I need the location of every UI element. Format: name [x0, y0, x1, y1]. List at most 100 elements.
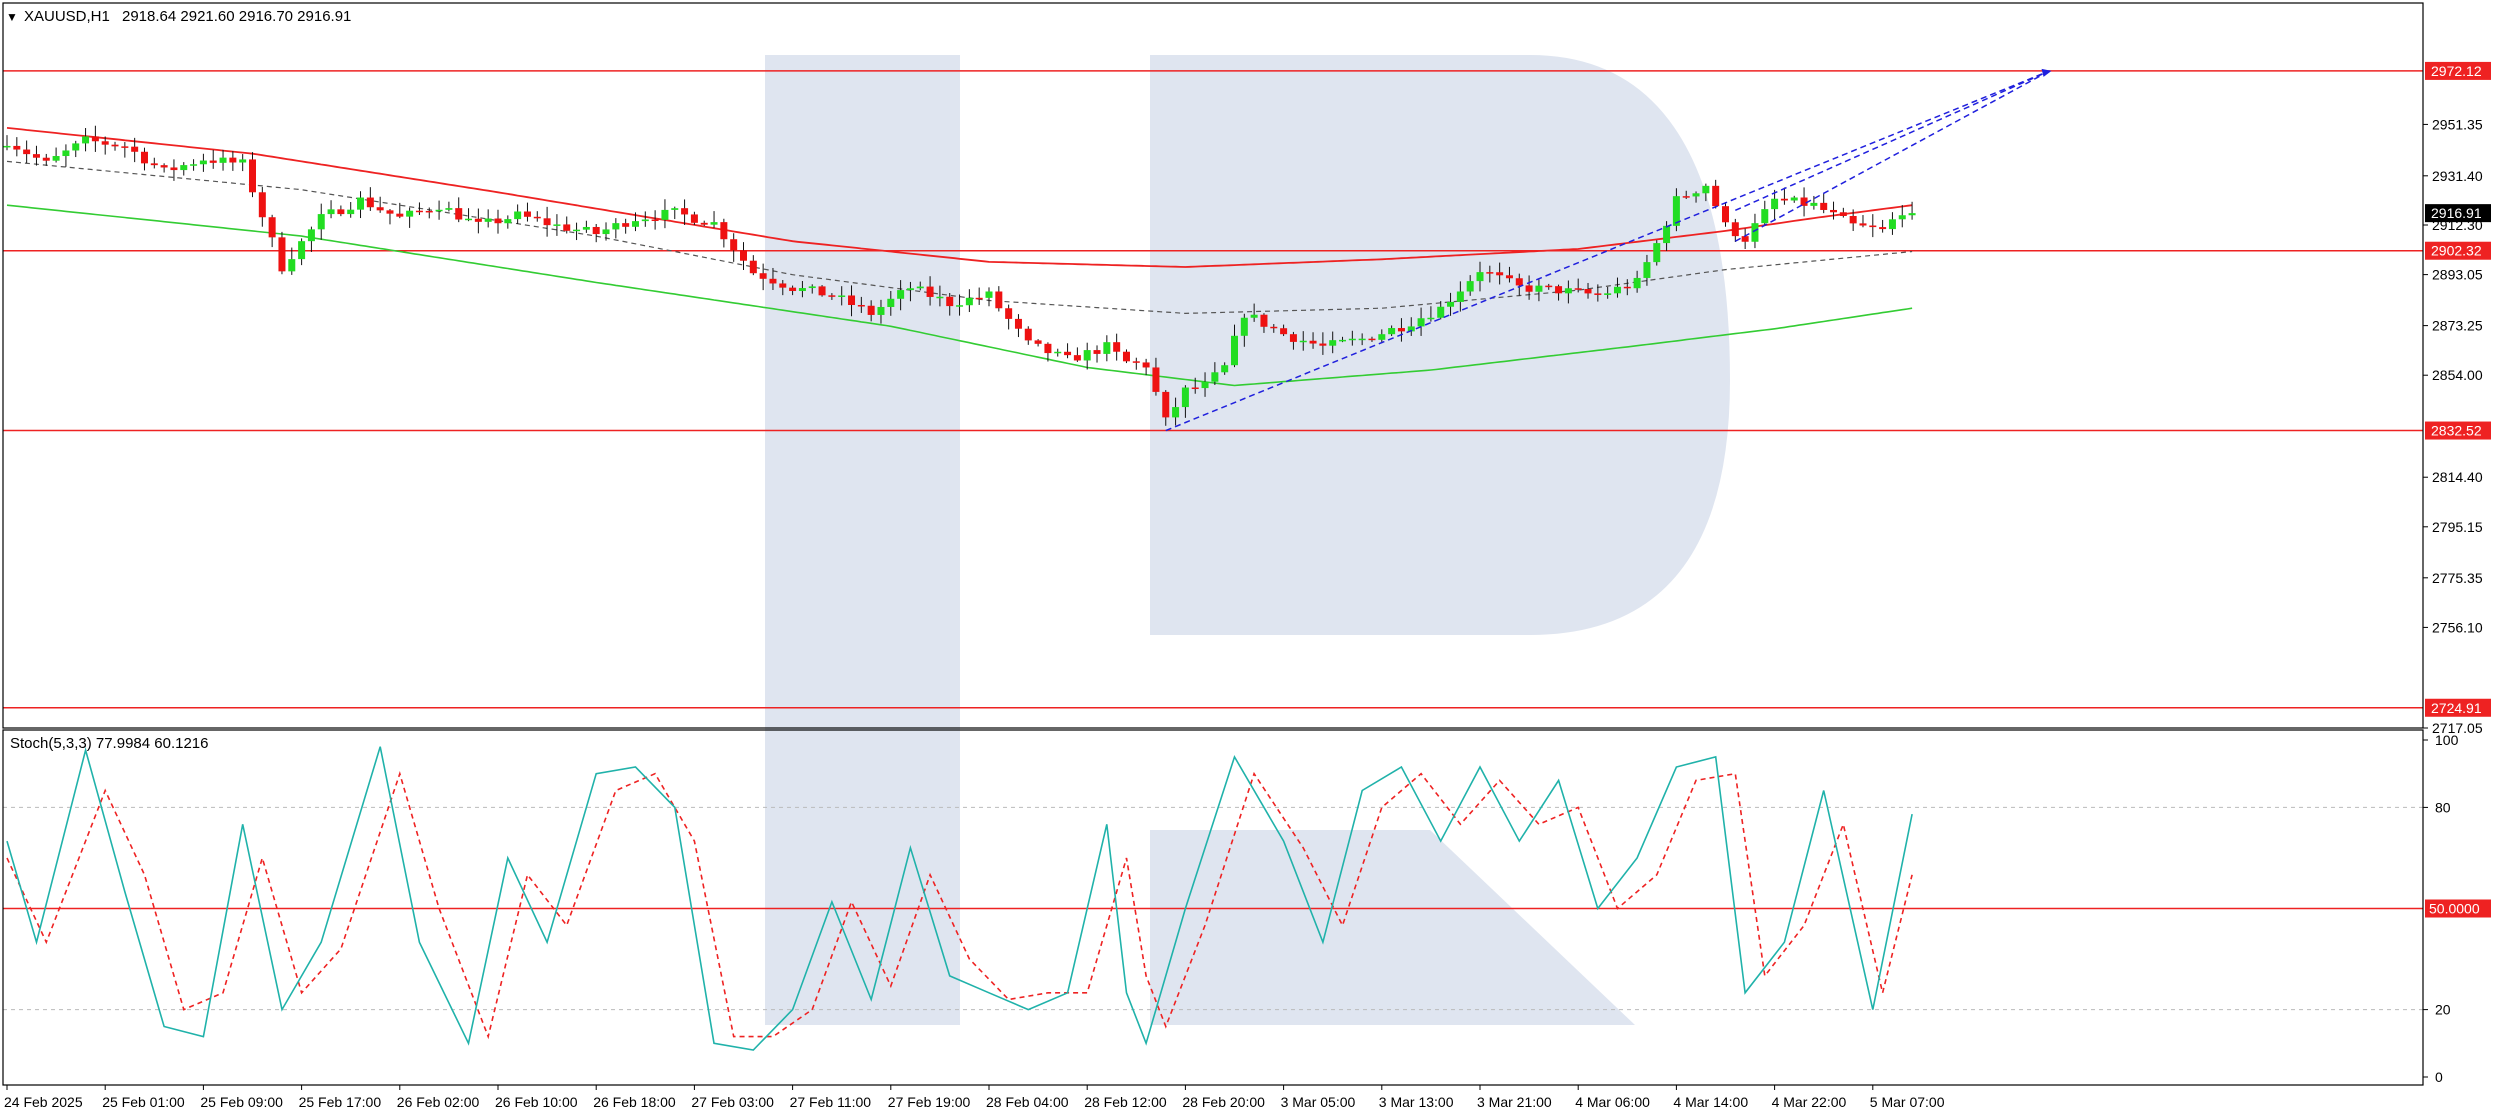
candle-body — [1172, 407, 1180, 418]
time-axis: 24 Feb 2025 25 Feb 01:00 25 Feb 09:00 25 Fe… — [4, 1085, 1945, 1110]
candle — [386, 209, 394, 225]
candle-body — [1181, 387, 1189, 408]
candle-body — [857, 305, 865, 307]
price-axis: 2951.352931.402912.302893.052873.252854.… — [2423, 61, 2491, 736]
candle-body — [681, 208, 689, 215]
candle — [622, 218, 630, 234]
candle-body — [445, 208, 453, 210]
chart-dropdown-icon[interactable]: ▼ — [6, 10, 18, 24]
candle-body — [1908, 213, 1916, 216]
stoch-tick-label: 80 — [2435, 799, 2451, 815]
candle-body — [1073, 355, 1081, 361]
candle-body — [612, 223, 620, 230]
candle — [268, 214, 276, 248]
trend-arrowhead — [2041, 68, 2052, 77]
time-tick-label: 4 Mar 06:00 — [1575, 1094, 1650, 1110]
level-price-label: 2902.32 — [2431, 243, 2482, 259]
symbol-label: XAUUSD,H1 — [24, 8, 110, 25]
stoch-level-label: 50.0000 — [2429, 901, 2480, 917]
candle-body — [592, 226, 600, 235]
candle-body — [1260, 314, 1268, 327]
candle-body — [239, 159, 247, 163]
level-price-label: 2972.12 — [2431, 63, 2482, 79]
candle — [553, 214, 561, 236]
candle-body — [415, 210, 423, 213]
candle — [1191, 377, 1199, 394]
candle-body — [887, 298, 895, 307]
price-tick-label: 2873.25 — [2432, 318, 2483, 334]
candle-body — [1702, 185, 1710, 194]
time-tick-label: 26 Feb 10:00 — [495, 1094, 578, 1110]
candle-body — [1771, 198, 1779, 210]
candle-body — [789, 287, 797, 292]
candle — [749, 255, 757, 276]
candle-body — [848, 295, 856, 306]
candle-body — [219, 157, 227, 163]
time-tick-label: 26 Feb 02:00 — [397, 1094, 480, 1110]
candle-body — [1378, 334, 1386, 340]
candle-body — [975, 297, 983, 300]
candle — [1604, 286, 1612, 299]
time-tick-label: 28 Feb 04:00 — [986, 1094, 1069, 1110]
candle-body — [1476, 272, 1484, 282]
candle — [1771, 189, 1779, 220]
candle — [111, 141, 119, 151]
candle-body — [1810, 202, 1818, 206]
price-tick-label: 2893.05 — [2432, 267, 2483, 283]
candle — [1447, 292, 1455, 316]
candle — [160, 163, 168, 173]
candle-body — [150, 163, 158, 166]
candle-body — [523, 211, 531, 217]
trend-lines[interactable] — [1165, 68, 2052, 432]
candle-body — [1545, 285, 1553, 288]
price-tick-label: 2775.35 — [2432, 570, 2483, 586]
candle — [828, 293, 836, 300]
candle — [1437, 301, 1445, 320]
candle — [82, 128, 90, 152]
candle-body — [1024, 328, 1032, 341]
candle-body — [1722, 206, 1729, 223]
candle — [956, 294, 964, 316]
candle-body — [376, 207, 384, 211]
candle — [150, 157, 158, 169]
candle — [1849, 209, 1857, 231]
candle-body — [1201, 381, 1209, 389]
candle — [1525, 275, 1533, 300]
candle-body — [1790, 197, 1798, 201]
candle — [327, 200, 335, 219]
candle — [219, 149, 227, 171]
candle-body — [474, 218, 482, 222]
candle — [798, 281, 806, 298]
candle-body — [425, 210, 433, 213]
candle — [1908, 201, 1916, 220]
candle — [887, 290, 895, 316]
candle-body — [1466, 281, 1474, 292]
candle — [72, 140, 80, 158]
level-price-label: 2832.52 — [2431, 423, 2482, 439]
candle — [1299, 331, 1307, 351]
candle-body — [386, 210, 394, 214]
candle — [1584, 282, 1592, 299]
candle — [789, 285, 797, 296]
candle-body — [1820, 202, 1828, 210]
candle — [1839, 207, 1847, 218]
candle — [1623, 279, 1631, 296]
candle — [13, 137, 21, 157]
candlestick-series — [3, 125, 1916, 426]
candle-body — [1869, 225, 1877, 228]
candle — [1761, 200, 1769, 226]
candle-body — [1712, 185, 1720, 207]
candle — [317, 203, 325, 240]
candle-body — [209, 160, 217, 163]
candle — [258, 186, 266, 227]
candle-body — [553, 224, 561, 226]
candle — [1014, 314, 1022, 338]
candle — [376, 196, 384, 213]
candle — [1329, 331, 1337, 354]
candle — [1024, 326, 1032, 345]
candle — [42, 153, 50, 166]
candle — [337, 205, 345, 217]
candle — [1574, 278, 1582, 293]
candle — [1741, 228, 1749, 250]
